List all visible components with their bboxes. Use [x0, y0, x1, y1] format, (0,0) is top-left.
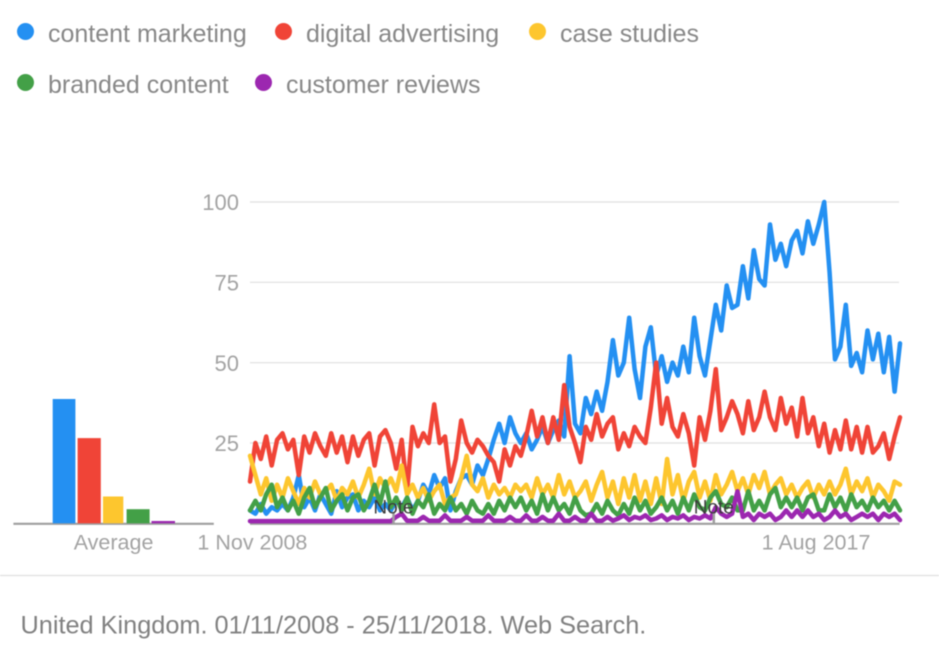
svg-text:1 Aug 2017: 1 Aug 2017: [762, 530, 871, 554]
svg-text:Note: Note: [373, 497, 413, 518]
svg-text:Note: Note: [694, 497, 734, 518]
svg-text:100: 100: [202, 190, 239, 215]
svg-text:Average: Average: [74, 530, 154, 554]
svg-text:25: 25: [215, 431, 239, 456]
svg-text:50: 50: [215, 351, 239, 376]
svg-text:United Kingdom. 01/11/2008 - 2: United Kingdom. 01/11/2008 - 25/11/2018.…: [21, 612, 647, 640]
svg-text:75: 75: [215, 271, 239, 296]
svg-text:1 Nov 2008: 1 Nov 2008: [197, 530, 307, 554]
